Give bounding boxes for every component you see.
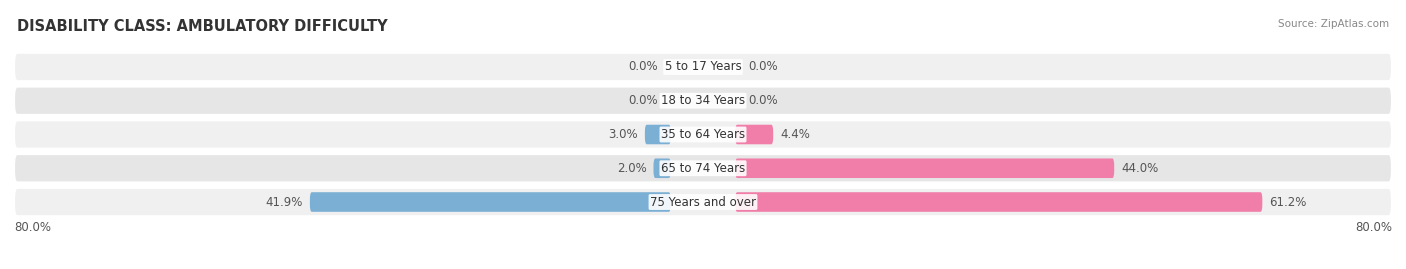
Text: 75 Years and over: 75 Years and over (650, 196, 756, 208)
Text: 0.0%: 0.0% (628, 94, 658, 107)
FancyBboxPatch shape (735, 125, 773, 144)
Text: 65 to 74 Years: 65 to 74 Years (661, 162, 745, 175)
Text: Source: ZipAtlas.com: Source: ZipAtlas.com (1278, 19, 1389, 29)
Text: 44.0%: 44.0% (1121, 162, 1159, 175)
FancyBboxPatch shape (14, 87, 1392, 115)
Text: 4.4%: 4.4% (780, 128, 810, 141)
FancyBboxPatch shape (309, 192, 671, 212)
Text: 18 to 34 Years: 18 to 34 Years (661, 94, 745, 107)
Text: 61.2%: 61.2% (1270, 196, 1306, 208)
FancyBboxPatch shape (735, 158, 1114, 178)
Text: DISABILITY CLASS: AMBULATORY DIFFICULTY: DISABILITY CLASS: AMBULATORY DIFFICULTY (17, 19, 388, 34)
Text: 41.9%: 41.9% (266, 196, 302, 208)
Text: 0.0%: 0.0% (748, 61, 778, 73)
Text: 80.0%: 80.0% (1355, 221, 1392, 233)
Text: 0.0%: 0.0% (748, 94, 778, 107)
FancyBboxPatch shape (14, 154, 1392, 182)
FancyBboxPatch shape (645, 125, 671, 144)
FancyBboxPatch shape (14, 120, 1392, 149)
Text: 3.0%: 3.0% (609, 128, 638, 141)
Text: 0.0%: 0.0% (628, 61, 658, 73)
Text: 80.0%: 80.0% (14, 221, 51, 233)
Text: 2.0%: 2.0% (617, 162, 647, 175)
Text: 35 to 64 Years: 35 to 64 Years (661, 128, 745, 141)
Text: 5 to 17 Years: 5 to 17 Years (665, 61, 741, 73)
FancyBboxPatch shape (14, 53, 1392, 81)
FancyBboxPatch shape (14, 188, 1392, 216)
FancyBboxPatch shape (735, 192, 1263, 212)
FancyBboxPatch shape (654, 158, 671, 178)
